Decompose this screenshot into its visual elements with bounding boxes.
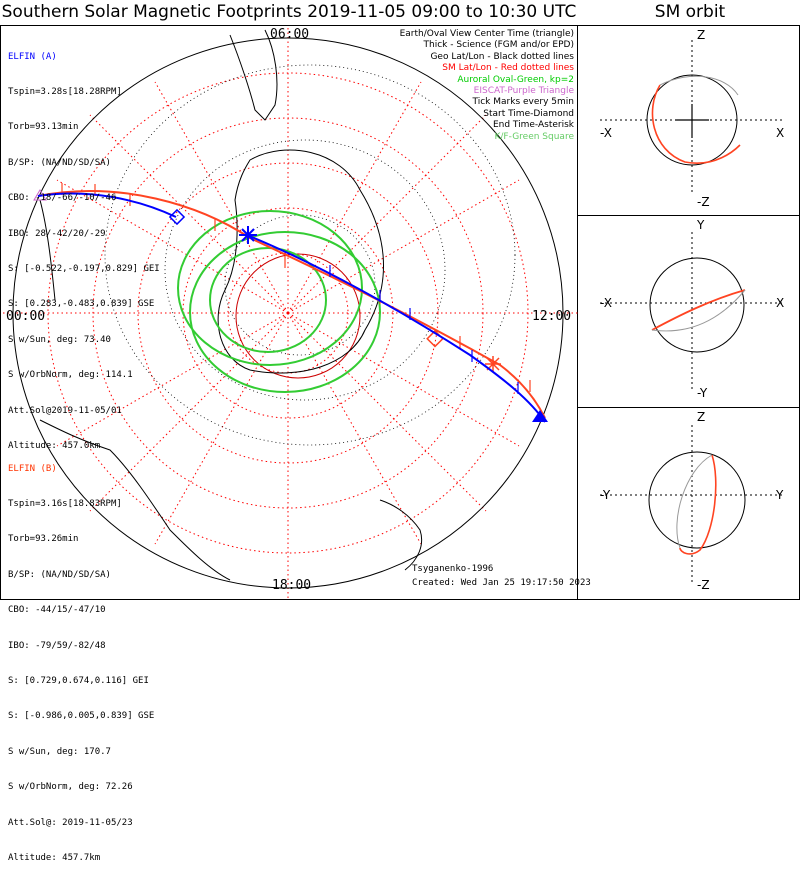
elfin-a-line: Tspin=3.28s[18.28RPM] [8,86,122,97]
elfin-a-ticks [329,265,519,394]
sm2-top: Y [697,218,705,232]
auroral-ovals [177,210,381,393]
sm-orbit-yz [600,425,785,585]
legend-item: EISCAT-Purple Triangle [473,86,574,97]
elfin-b-name: ELFIN (B) [8,463,57,474]
sm3-top: Z [697,410,706,424]
legend: Earth/Oval View Center Time (triangle) Th… [400,29,574,143]
elfin-a-line: Att.Sol@2019-11-05/01 [8,405,122,416]
legend-item: Earth/Oval View Center Time (triangle) [399,29,574,39]
sm-pole-circle [235,253,361,379]
sm2-left: -X [600,296,612,310]
sm-orbit-xz [600,40,785,195]
elfin-b-line: S w/Sun, deg: 170.7 [8,746,111,757]
elfin-b-line: S: [0.729,0.674,0.116] GEI [8,675,149,686]
elfin-b-info: ELFIN (B) Tspin=3.16s[18.83RPM] Torb=93.… [8,440,154,876]
elfin-b-line: Altitude: 457.7km [8,852,101,863]
time-label-left: 00:00 [6,309,46,324]
elfin-b-line: S: [-0.986,0.005,0.839] GSE [8,711,155,722]
elfin-a-line: B/SP: (NA/ND/SD/SA) [8,157,111,168]
legend-item: End Time-Asterisk [492,120,574,131]
map-graphics [0,25,785,600]
sm2-right: X [776,296,785,310]
credit-text: Tsyganenko-1996 [412,564,494,574]
elfin-a-line: CBO: -18/-66/-10/-46 [8,193,117,204]
grid-spokes [0,25,578,600]
time-label-bottom: 18:00 [272,578,312,593]
legend-item: Thick - Science (FGM and/or EPD) [423,40,574,51]
elfin-b-line: Tspin=3.16s[18.83RPM] [8,498,122,509]
elfin-a-triangle [532,410,548,422]
elfin-b-line: IBO: -79/59/-82/48 [8,640,106,651]
globe-outline [12,37,564,589]
elfin-a-line: S: [-0.522,-0.197,0.829] GEI [8,263,160,274]
elfin-a-line: IBO: 28/-42/20/-29 [8,228,106,239]
elfin-a-info: ELFIN (A) Tspin=3.28s[18.28RPM] Torb=93.… [8,28,160,464]
legend-item: K/F-Green Square [494,131,575,142]
legend-item: SM Lat/Lon - Red dotted lines [442,63,574,74]
time-label-top: 06:00 [270,27,310,42]
elfin-b-line: Torb=93.26min [8,534,79,545]
elfin-a-line: S w/Sun, deg: 73.40 [8,334,111,345]
elfin-b-line: Att.Sol@: 2019-11-05/23 [8,817,133,828]
elfin-b-line: B/SP: (NA/ND/SD/SA) [8,569,111,580]
elfin-a-line: Altitude: 457.0km [8,440,101,451]
legend-item: Start Time-Diamond [483,108,574,119]
sm3-left: -Y [600,488,611,502]
created-text: Created: Wed Jan 25 19:17:50 2023 [412,578,591,588]
eiscat-triangle [33,189,47,201]
legend-item: Auroral Oval-Green, kp=2 [457,74,574,85]
elfin-a-name: ELFIN (A) [8,51,57,62]
time-label-right: 12:00 [532,309,572,324]
elfin-a-end-asterisk [239,226,257,244]
page-title: Southern Solar Magnetic Footprints 2019-… [1,2,577,22]
sm1-top: Z [697,28,706,42]
elfin-a-start-diamond [168,208,186,226]
elfin-b-end-asterisk [485,356,501,372]
sm1-right: X [776,126,785,140]
elfin-a-line: Torb=93.13min [8,122,79,133]
sm2-bottom: -Y [697,386,708,400]
elfin-a-line: S w/OrbNorm, deg: 114.1 [8,370,133,381]
legend-item: Geo Lat/Lon - Black dotted lines [430,51,574,62]
sm3-bottom: -Z [697,578,710,592]
sm-orbit-title: SM orbit [654,2,726,22]
sm1-bottom: -Z [697,195,710,209]
elfin-a-track [37,192,546,423]
continent-outlines [39,29,423,581]
sm-orbit-xy [600,232,785,390]
elfin-a-line: S: [0.283,-0.483,0.839] GSE [8,299,155,310]
sm3-right: Y [776,488,784,502]
elfin-b-line: S w/OrbNorm, deg: 72.26 [8,782,133,793]
elfin-b-line: CBO: -44/15/-47/10 [8,605,106,616]
sm1-left: -X [600,126,612,140]
elfin-b-track [37,190,546,419]
legend-item: Tick Marks every 5min [472,97,574,108]
